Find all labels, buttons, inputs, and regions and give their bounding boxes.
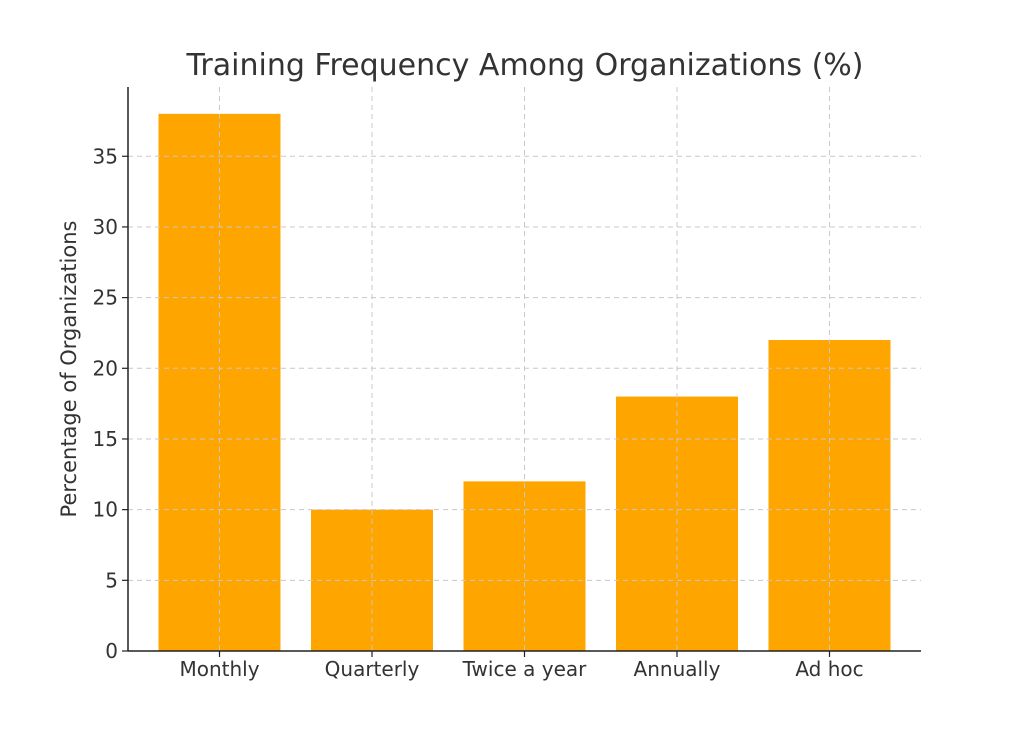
x-tick-label-0: Monthly xyxy=(179,657,259,681)
y-tick-label-35: 35 xyxy=(93,144,118,168)
grid-lines xyxy=(128,87,921,651)
x-tick-label-4: Ad hoc xyxy=(795,657,863,681)
y-tick-label-5: 5 xyxy=(105,568,118,592)
bars xyxy=(158,113,891,652)
y-tick-label-0: 0 xyxy=(105,639,118,663)
y-tick-label-25: 25 xyxy=(93,286,118,310)
x-tick-label-1: Quarterly xyxy=(325,657,420,681)
y-tick-label-30: 30 xyxy=(93,215,118,239)
y-tick-label-10: 10 xyxy=(93,498,118,522)
tick-labels: 0 5 10 15 20 25 30 35 Monthly Quarterly Twice a ye… xyxy=(93,144,864,681)
x-tick-label-3: Annually xyxy=(634,657,721,681)
y-axis-label: Percentage of Organizations xyxy=(57,221,81,518)
bar-monthly xyxy=(158,113,281,652)
y-tick-label-15: 15 xyxy=(93,427,118,451)
y-tick-label-20: 20 xyxy=(93,356,118,380)
x-tick-label-2: Twice a year xyxy=(462,657,587,681)
chart-title: Training Frequency Among Organizations (… xyxy=(186,48,864,83)
